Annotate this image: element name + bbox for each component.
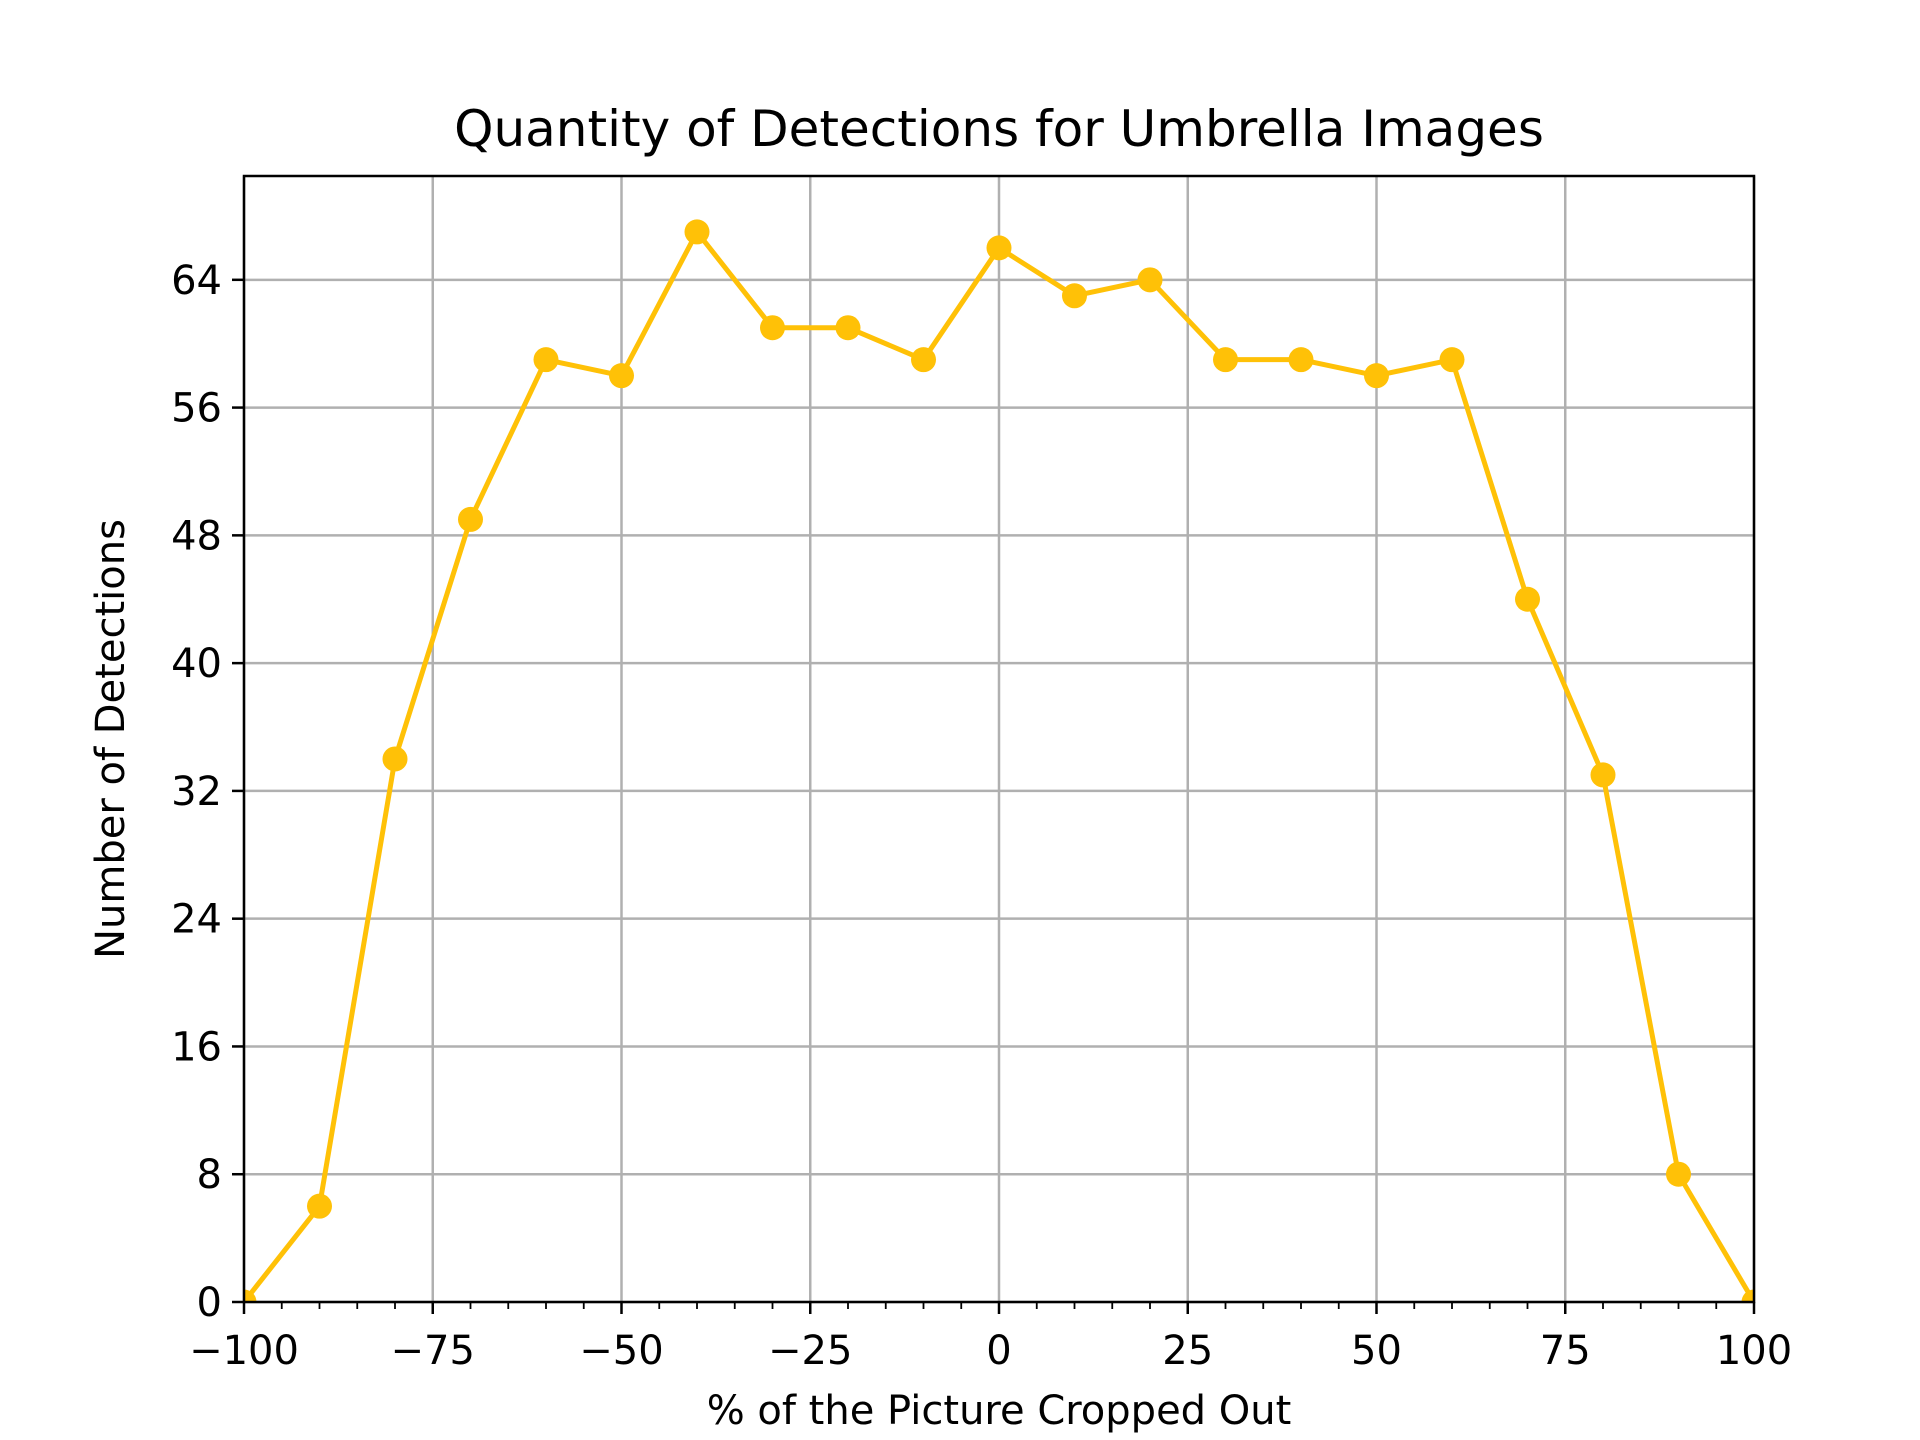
data-point: [1666, 1161, 1691, 1187]
data-point: [684, 219, 710, 245]
data-point: [986, 235, 1012, 261]
chart-title: Quantity of Detections for Umbrella Imag…: [454, 100, 1544, 158]
x-tick-label: 75: [1540, 1328, 1591, 1374]
x-tick-label: 0: [986, 1328, 1011, 1374]
data-point: [1288, 347, 1314, 373]
data-point: [307, 1193, 332, 1219]
y-tick-label: 40: [171, 641, 222, 687]
y-tick-label: 56: [171, 386, 222, 432]
data-point: [1515, 586, 1540, 612]
y-tick-label: 48: [171, 513, 222, 559]
data-point: [1062, 283, 1087, 309]
data-point: [244, 1289, 257, 1302]
data-point: [1741, 1289, 1754, 1302]
x-tick-label: 50: [1351, 1328, 1402, 1374]
x-tick-label: −50: [579, 1328, 663, 1374]
y-tick-label: 16: [171, 1024, 222, 1070]
x-axis-label: % of the Picture Cropped Out: [707, 1388, 1292, 1434]
data-point: [1137, 267, 1163, 293]
data-point: [1364, 363, 1389, 389]
x-tick-label: −75: [391, 1328, 475, 1374]
data-point: [458, 506, 483, 532]
grid-lines: [242, 176, 1756, 1304]
series-markers: [244, 219, 1754, 1302]
y-axis-label: Number of Detections: [88, 519, 134, 959]
data-point: [1213, 347, 1238, 373]
y-tick-label: 32: [171, 769, 222, 815]
x-tick-label: 100: [1716, 1328, 1792, 1374]
data-point: [609, 363, 634, 389]
x-tick-label: −100: [189, 1328, 299, 1374]
data-point: [382, 746, 408, 772]
y-tick-label: 0: [197, 1280, 222, 1326]
y-tick-label: 8: [197, 1152, 222, 1198]
axis-ticks: [232, 278, 1756, 1314]
data-point: [760, 315, 785, 341]
data-point: [1439, 347, 1465, 373]
x-tick-label: 25: [1162, 1328, 1213, 1374]
tick-labels: −100 −75 −50 −25 0 25 50 75 100 0 8 16 24 32 40 48 56 64: [171, 258, 1792, 1374]
y-tick-label: 64: [171, 258, 222, 304]
data-point: [835, 315, 861, 341]
data-point: [1590, 762, 1616, 788]
x-tick-label: −25: [768, 1328, 852, 1374]
data-point: [533, 347, 559, 373]
data-point: [911, 347, 936, 373]
y-tick-label: 24: [171, 897, 222, 943]
